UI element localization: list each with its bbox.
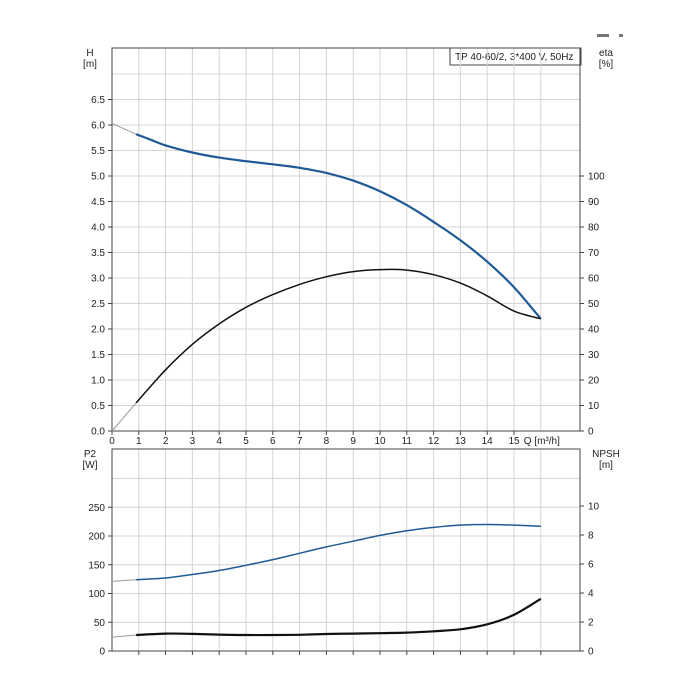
power-npsh-panel: 0 50 100 150 200 250 0 2 4 6 8 10 P2[W] NPSH[m]: [83, 448, 620, 658]
efficiency-extension-line: [111, 402, 137, 432]
x-axis-label: Q [m³/h]: [524, 436, 560, 447]
left-axis-unit: [m]: [83, 59, 97, 70]
right-tick-label: 90: [588, 197, 600, 208]
npsh-extension-line: [111, 634, 137, 638]
left-tick-label: 3.5: [91, 248, 105, 259]
right-axis-label: eta: [599, 48, 613, 59]
x-tick-label: 0: [109, 436, 115, 447]
right-axis-label: NPSH: [592, 449, 620, 460]
right-tick-label: 0: [588, 427, 594, 438]
left-tick-label: 0: [99, 647, 105, 658]
plot-frame: [111, 448, 581, 652]
right-tick-label: 80: [588, 223, 600, 234]
x-tick-label: 6: [270, 436, 276, 447]
right-tick-label: 4: [588, 589, 594, 600]
power-series-line: [136, 523, 541, 581]
left-axis-unit: [W]: [83, 460, 98, 471]
x-tick-label: 3: [190, 436, 196, 447]
x-tick-label: 1: [136, 436, 142, 447]
x-tick-label: 8: [324, 436, 330, 447]
x-tick-label: 14: [482, 436, 494, 447]
left-axis-label: P2: [84, 449, 97, 460]
right-tick-label: 60: [588, 274, 600, 285]
menu-dot-icon[interactable]: [619, 34, 623, 37]
right-tick-label: 20: [588, 376, 600, 387]
right-tick-label: 100: [588, 172, 605, 183]
x-tick-label: 15: [508, 436, 520, 447]
x-tick-label: 11: [402, 436, 413, 447]
right-tick-label: 70: [588, 248, 600, 259]
title-box: TP 40-60/2, 3*400 V, 50Hz: [449, 47, 582, 66]
left-axis-label: H: [86, 48, 93, 59]
left-tick-label: 50: [94, 618, 106, 629]
x-tick-label: 4: [216, 436, 222, 447]
x-tick-label: 12: [428, 436, 440, 447]
left-tick-label: 0.0: [91, 427, 105, 438]
x-tick-label: 13: [455, 436, 467, 447]
left-tick-label: 2.0: [91, 325, 105, 336]
left-tick-label: 0.5: [91, 401, 105, 412]
left-tick-label: 100: [88, 589, 105, 600]
right-axis-unit: [m]: [599, 460, 613, 471]
right-tick-label: 40: [588, 325, 600, 336]
left-tick-label: 5.0: [91, 172, 105, 183]
left-tick-label: 6.5: [91, 95, 105, 106]
left-tick-label: 250: [88, 503, 105, 514]
left-tick-label: 150: [88, 560, 105, 571]
left-tick-label: 2.5: [91, 299, 105, 310]
left-tick-label: 5.5: [91, 146, 105, 157]
right-tick-label: 30: [588, 350, 600, 361]
left-tick-label: 1.5: [91, 350, 105, 361]
left-tick-label: 4.5: [91, 197, 105, 208]
right-tick-label: 0: [588, 647, 594, 658]
right-tick-label: 8: [588, 531, 594, 542]
head-extension-line: [111, 123, 137, 135]
npsh-series-line: [136, 597, 542, 637]
x-tick-label: 5: [243, 436, 249, 447]
x-tick-label: 7: [297, 436, 303, 447]
x-tick-label: 2: [163, 436, 169, 447]
x-tick-label: 9: [350, 436, 356, 447]
x-tick-label: 10: [374, 436, 386, 447]
left-tick-label: 3.0: [91, 274, 105, 285]
right-tick-label: 2: [588, 618, 594, 629]
right-tick-label: 6: [588, 560, 594, 571]
head-series-line: [135, 133, 542, 320]
left-tick-label: 1.0: [91, 376, 105, 387]
plot-frame: [111, 47, 581, 432]
head-efficiency-panel: 0.0 0.5 1.0 1.5 2.0 2.5 3.0 3.5 4.0 4.5 5.0 5.5 6.0 6…: [83, 47, 614, 447]
efficiency-series-line: [135, 268, 542, 404]
left-tick-label: 6.0: [91, 121, 105, 132]
right-tick-label: 10: [588, 401, 600, 412]
left-tick-label: 4.0: [91, 223, 105, 234]
left-tick-label: 200: [88, 532, 105, 543]
right-tick-label: 50: [588, 299, 600, 310]
power-extension-line: [111, 579, 137, 582]
right-tick-label: 10: [588, 502, 600, 513]
right-axis-unit: [%]: [599, 59, 614, 70]
menu-icon[interactable]: [597, 34, 609, 37]
